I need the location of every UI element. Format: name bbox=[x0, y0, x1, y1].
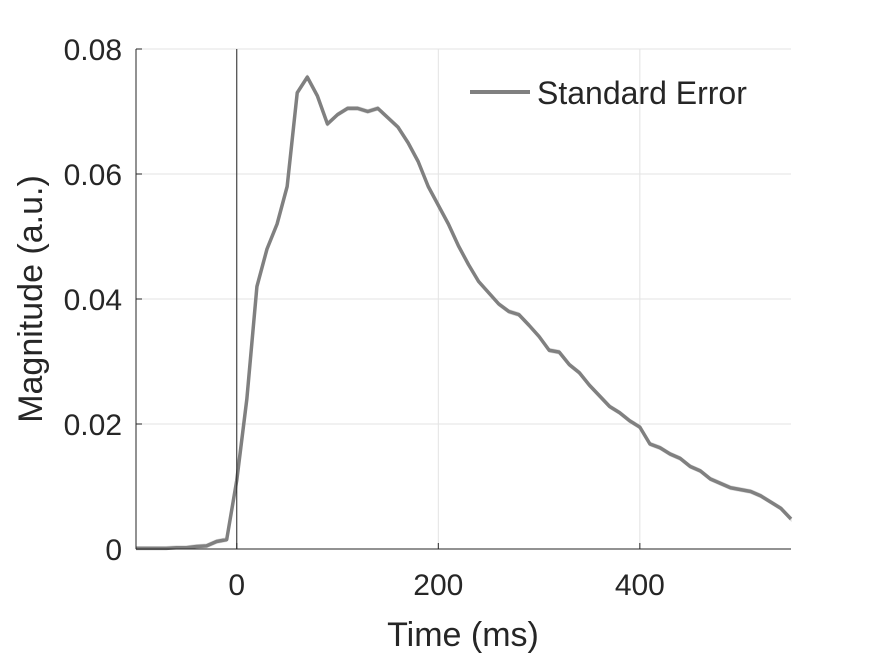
y-tick-label: 0.06 bbox=[64, 159, 122, 192]
axes bbox=[135, 48, 791, 550]
series-line bbox=[136, 75, 793, 551]
legend-label: Standard Error bbox=[537, 75, 747, 111]
x-tick-label: 0 bbox=[228, 569, 245, 602]
x-axis-title: Time (ms) bbox=[387, 616, 539, 654]
y-tick-label: 0 bbox=[105, 534, 122, 567]
series-line-layer bbox=[136, 75, 793, 551]
y-tick-label: 0.08 bbox=[64, 34, 122, 67]
tick-labels: 0 200 400 0 0.02 0.04 0.06 0.08 bbox=[64, 34, 665, 602]
y-axis-title: Magnitude (a.u.) bbox=[12, 175, 50, 423]
legend: Standard Error bbox=[470, 75, 747, 111]
y-tick-label: 0.02 bbox=[64, 409, 122, 442]
x-tick-label: 400 bbox=[615, 569, 665, 602]
x-tick-label: 200 bbox=[413, 569, 463, 602]
y-tick-label: 0.04 bbox=[64, 284, 122, 317]
